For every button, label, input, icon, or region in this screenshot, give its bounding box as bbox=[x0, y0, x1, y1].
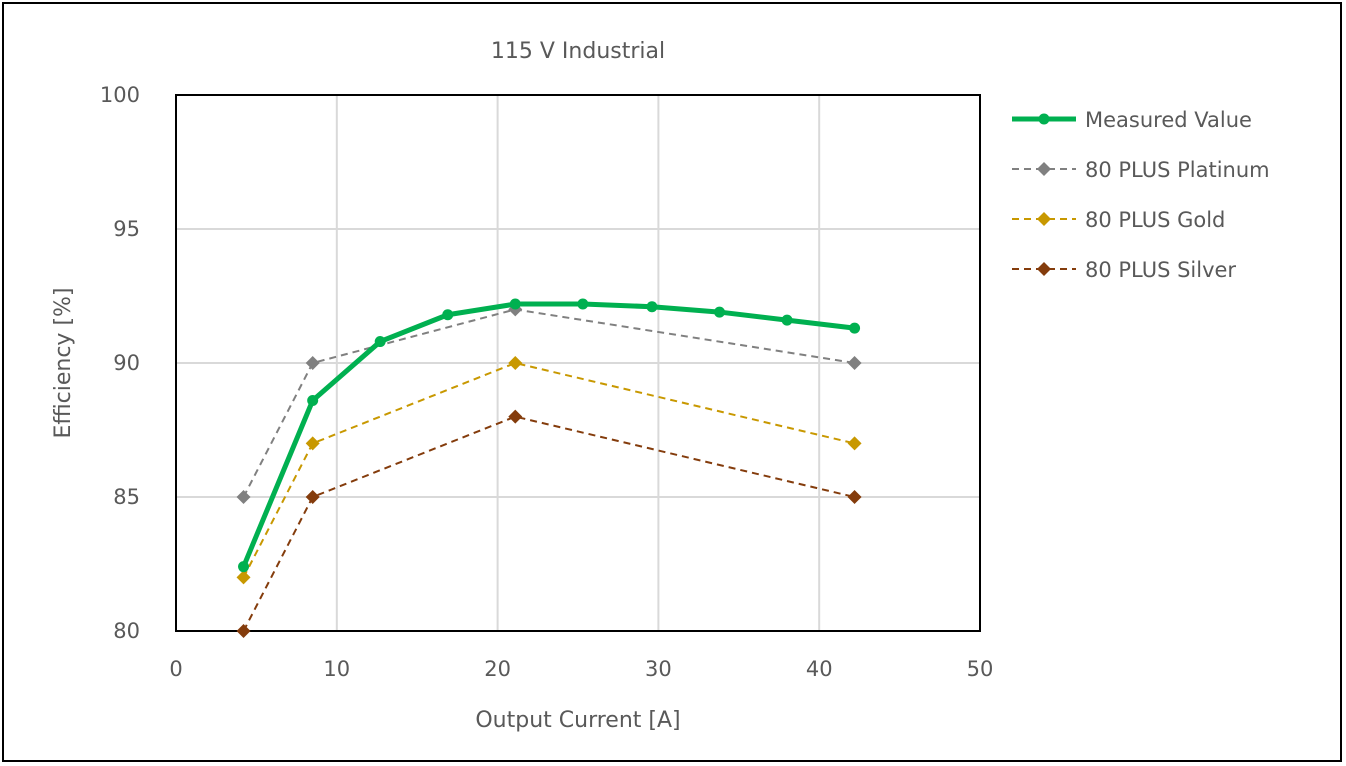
data-point bbox=[509, 298, 521, 310]
data-point bbox=[238, 561, 250, 573]
data-point bbox=[646, 301, 658, 313]
x-tick-label: 50 bbox=[967, 657, 994, 681]
data-point bbox=[847, 356, 862, 370]
x-tick-label: 20 bbox=[484, 657, 511, 681]
series-80-plus-gold bbox=[236, 356, 862, 585]
series-80-plus-silver bbox=[236, 409, 862, 638]
series-line-80-plus-gold bbox=[242, 362, 855, 578]
legend-marker bbox=[1038, 113, 1050, 125]
data-point bbox=[305, 490, 320, 504]
data-point bbox=[305, 356, 320, 370]
series-line-80-plus-silver bbox=[242, 415, 855, 632]
y-tick-label: 85 bbox=[113, 485, 140, 509]
legend: Measured Value 80 PLUS Platinum 80 PLUS Go… bbox=[1012, 108, 1270, 282]
x-axis-label: Output Current [A] bbox=[475, 708, 680, 733]
data-point bbox=[577, 298, 589, 310]
legend-item-80-plus-silver: 80 PLUS Silver bbox=[1012, 258, 1236, 282]
series-layer bbox=[236, 298, 862, 638]
plot-area bbox=[175, 94, 981, 632]
series-measured-value bbox=[238, 298, 861, 573]
legend-marker bbox=[1037, 262, 1051, 276]
series-line-measured-value bbox=[241, 301, 855, 568]
data-point bbox=[305, 436, 320, 451]
data-point bbox=[236, 490, 251, 504]
data-point bbox=[307, 395, 319, 407]
series-line-80-plus-platinum bbox=[242, 308, 855, 498]
legend-label: 80 PLUS Silver bbox=[1085, 258, 1236, 282]
legend-item-80-plus-gold: 80 PLUS Gold bbox=[1012, 208, 1225, 232]
legend-marker bbox=[1037, 162, 1051, 176]
chart-title: 115 V Industrial bbox=[491, 39, 665, 64]
y-tick-label: 90 bbox=[113, 351, 140, 375]
x-tick-label: 30 bbox=[645, 657, 672, 681]
data-point bbox=[781, 314, 793, 326]
legend-item-measured-value: Measured Value bbox=[1012, 108, 1252, 132]
x-tick-label: 40 bbox=[806, 657, 833, 681]
data-point bbox=[442, 309, 454, 321]
series-80-plus-platinum bbox=[236, 302, 862, 504]
x-tick-label: 0 bbox=[169, 657, 182, 681]
data-point bbox=[508, 409, 523, 424]
x-tick-label: 10 bbox=[323, 657, 350, 681]
data-point bbox=[374, 336, 386, 348]
y-axis-ticks: 80 85 90 95 100 bbox=[100, 83, 140, 643]
legend-label: Measured Value bbox=[1085, 108, 1252, 132]
data-point bbox=[847, 436, 862, 451]
legend-item-80-plus-platinum: 80 PLUS Platinum bbox=[1012, 158, 1270, 182]
x-axis-ticks: 0 10 20 30 40 50 bbox=[169, 657, 993, 681]
data-point bbox=[714, 306, 726, 318]
data-point bbox=[508, 356, 523, 370]
y-tick-label: 100 bbox=[100, 83, 140, 107]
data-point bbox=[236, 570, 251, 585]
legend-marker bbox=[1037, 212, 1051, 226]
y-tick-label: 80 bbox=[113, 619, 140, 643]
legend-label: 80 PLUS Gold bbox=[1085, 208, 1225, 232]
data-point bbox=[236, 624, 251, 638]
legend-label: 80 PLUS Platinum bbox=[1085, 158, 1270, 182]
y-axis-label: Efficiency [%] bbox=[51, 287, 76, 438]
data-point bbox=[849, 322, 861, 334]
y-tick-label: 95 bbox=[113, 217, 140, 241]
data-point bbox=[847, 490, 862, 504]
